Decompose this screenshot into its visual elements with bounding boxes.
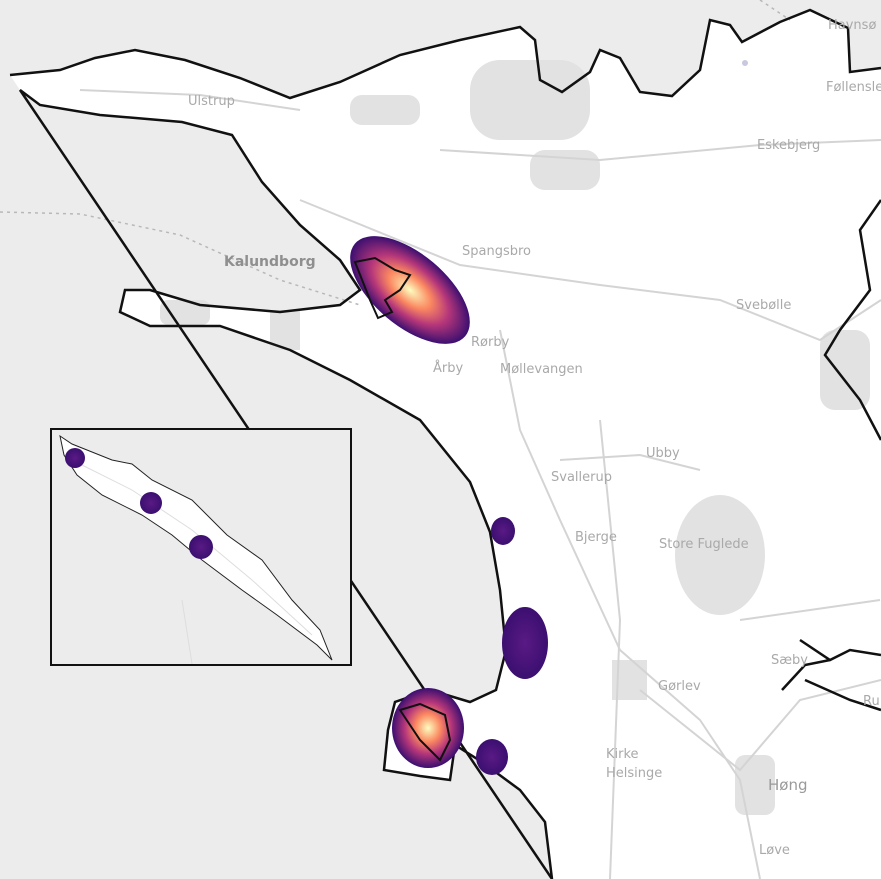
place-label-rorby: Rørby	[471, 335, 510, 350]
place-label-follenslev: Føllenslev	[826, 80, 881, 95]
place-label-gorlev: Gørlev	[658, 679, 701, 694]
heat-spot-southwest	[392, 688, 464, 768]
coast-border	[9, 8, 881, 879]
place-label-store-fuglede: Store Fuglede	[659, 537, 749, 552]
place-label-ruds: Ru	[863, 694, 880, 709]
inset-map	[50, 428, 352, 666]
place-label-spangsbro: Spangsbro	[462, 244, 531, 259]
place-label-bjerge: Bjerge	[575, 530, 617, 545]
place-label-hong: Høng	[768, 776, 808, 794]
place-label-kalundborg: Kalundborg	[224, 254, 316, 270]
heat-spot	[502, 607, 548, 679]
heat-spot-kalundborg	[350, 236, 470, 344]
land	[10, 10, 881, 879]
heat-spot	[491, 517, 515, 545]
inset-heat-spot	[140, 492, 162, 514]
place-label-arby: Årby	[433, 361, 464, 376]
place-label-kirke-helsinge: Kirke Helsinge	[606, 747, 663, 781]
place-label-eskebjerg: Eskebjerg	[757, 138, 821, 153]
place-label-mollevangen: Møllevangen	[500, 362, 583, 377]
place-label-ulstrup: Ulstrup	[188, 94, 235, 109]
heat-spot	[476, 739, 508, 775]
place-label-havnso: Havnsø	[828, 18, 877, 33]
place-label-saeby: Sæby	[771, 653, 808, 668]
municipal-border	[781, 199, 881, 712]
inset-heat-spot	[65, 448, 85, 468]
inset-heat-spot	[189, 535, 213, 559]
ferry-route	[0, 211, 361, 306]
roads	[79, 89, 881, 879]
place-label-svebolle: Svebølle	[736, 298, 792, 313]
inset-island	[59, 434, 333, 664]
place-label-love: Løve	[759, 843, 790, 858]
place-label-ubby: Ubby	[646, 446, 680, 461]
place-label-svallerup: Svallerup	[551, 470, 612, 485]
